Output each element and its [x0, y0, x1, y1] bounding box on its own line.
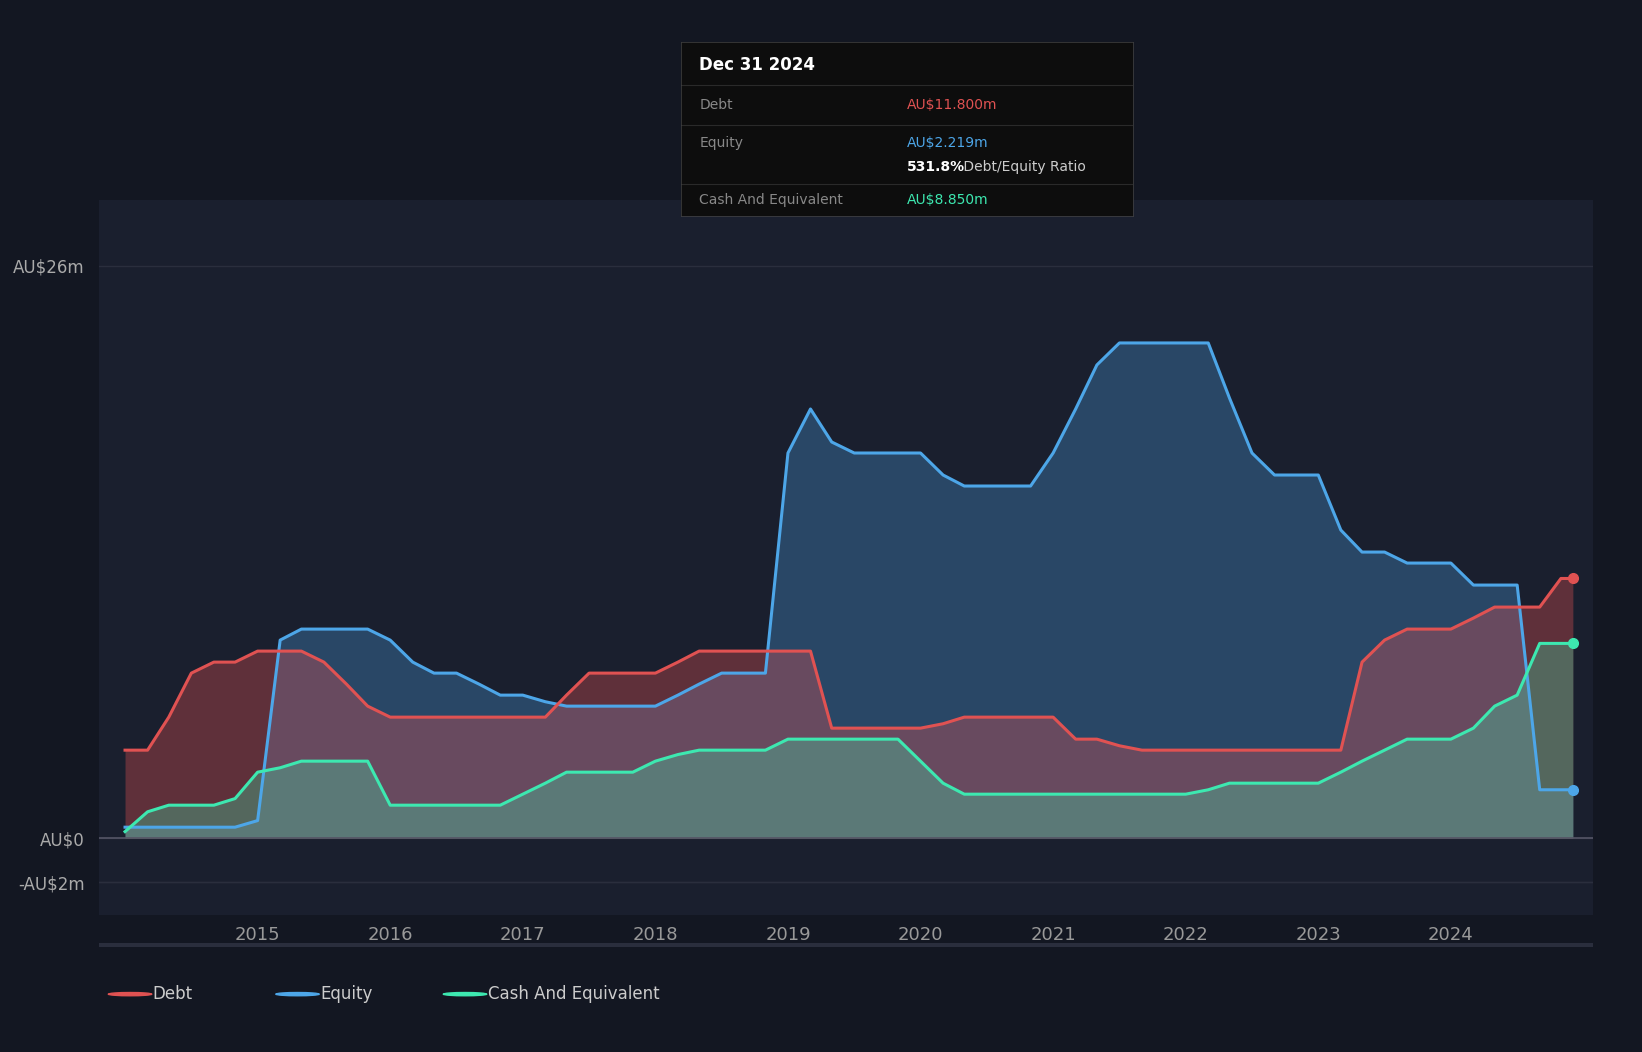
Text: Equity: Equity [320, 985, 373, 1004]
Circle shape [443, 992, 486, 996]
Circle shape [276, 992, 319, 996]
Text: AU$2.219m: AU$2.219m [906, 136, 988, 149]
Text: Debt: Debt [153, 985, 192, 1004]
Text: 531.8%: 531.8% [906, 160, 965, 174]
Text: AU$11.800m: AU$11.800m [906, 98, 998, 112]
Text: Debt/Equity Ratio: Debt/Equity Ratio [959, 160, 1085, 174]
Text: AU$8.850m: AU$8.850m [906, 193, 988, 207]
Text: Equity: Equity [699, 136, 744, 149]
Text: Cash And Equivalent: Cash And Equivalent [488, 985, 660, 1004]
Text: Dec 31 2024: Dec 31 2024 [699, 56, 816, 74]
Circle shape [108, 992, 151, 996]
Text: Debt: Debt [699, 98, 732, 112]
Text: Cash And Equivalent: Cash And Equivalent [699, 193, 844, 207]
